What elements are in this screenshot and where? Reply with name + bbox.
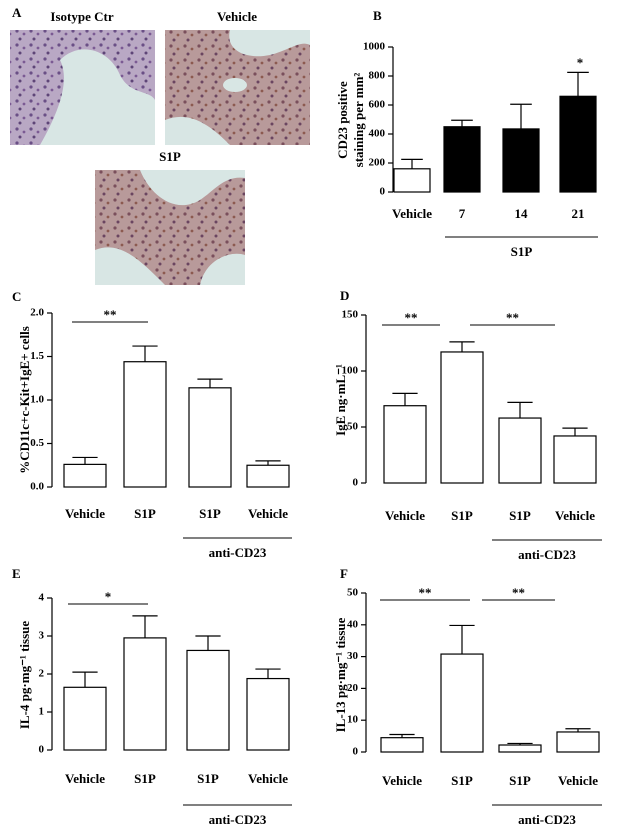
y-tick-label: 600 [369, 99, 386, 111]
panel-label: F [340, 566, 348, 581]
group-label: anti-CD23 [209, 812, 267, 824]
y-tick-label: 20 [347, 682, 359, 694]
y-tick-label: 1000 [363, 41, 386, 53]
x-tick-label: 7 [459, 206, 466, 221]
panel-label: C [12, 289, 21, 304]
x-tick-label: 21 [572, 206, 585, 221]
x-tick-label: Vehicle [248, 506, 288, 521]
y-tick-label: 800 [369, 70, 386, 82]
y-axis-label: CD23 positive [335, 81, 350, 159]
x-tick-label: Vehicle [558, 773, 598, 788]
y-tick-label: 1 [39, 706, 45, 718]
x-tick-label: Vehicle [382, 773, 422, 788]
significance-label: ** [405, 310, 418, 325]
micrograph [165, 30, 310, 145]
bar [246, 677, 290, 751]
y-tick-label: 0 [353, 477, 359, 489]
y-tick-label: 0 [39, 744, 45, 756]
y-tick-label: 2.0 [30, 307, 44, 319]
bar [559, 95, 597, 193]
x-tick-label: 14 [515, 206, 529, 221]
significance-label: ** [419, 585, 432, 600]
panel-label: E [12, 566, 21, 581]
group-label: S1P [511, 244, 533, 259]
significance-label: ** [506, 310, 519, 325]
bar [246, 464, 290, 488]
x-tick-label: S1P [451, 773, 473, 788]
y-axis-label: %CD11c+c-Kit+IgE+ cells [17, 326, 32, 474]
y-tick-label: 200 [369, 157, 386, 169]
bar [63, 463, 107, 488]
bar [440, 351, 484, 484]
bar [63, 686, 107, 751]
y-tick-label: 150 [342, 309, 359, 321]
x-tick-label: S1P [451, 508, 473, 523]
x-tick-label: S1P [134, 506, 156, 521]
y-tick-label: 0 [353, 746, 359, 758]
y-tick-label: 1.0 [30, 394, 44, 406]
y-tick-label: 2 [39, 668, 45, 680]
panel-label: A [12, 5, 22, 20]
y-tick-label: 100 [342, 365, 359, 377]
bar [440, 653, 484, 753]
y-tick-label: 30 [347, 650, 359, 662]
x-tick-label: Vehicle [555, 508, 595, 523]
group-label: anti-CD23 [518, 547, 576, 562]
image-label: Vehicle [217, 9, 257, 24]
bar [123, 361, 167, 488]
x-tick-label: Vehicle [385, 508, 425, 523]
y-tick-label: 10 [347, 714, 359, 726]
y-tick-label: 50 [347, 587, 359, 599]
bar [553, 435, 597, 484]
image-label: S1P [159, 149, 181, 164]
bar [443, 126, 481, 193]
x-tick-label: Vehicle [65, 771, 105, 786]
significance-label: * [577, 55, 584, 70]
y-tick-label: 50 [347, 421, 359, 433]
y-axis-label: IgE ng·mL⁻¹ [333, 364, 348, 436]
y-axis-label: staining per mm² [351, 73, 366, 168]
x-tick-label: Vehicle [392, 206, 432, 221]
x-tick-label: S1P [509, 773, 531, 788]
micrograph [95, 170, 245, 285]
y-tick-label: 1.5 [30, 350, 44, 362]
x-tick-label: S1P [134, 771, 156, 786]
y-tick-label: 40 [347, 618, 359, 630]
bar [498, 744, 542, 753]
x-tick-label: S1P [509, 508, 531, 523]
panel-label: B [373, 8, 382, 23]
bar [186, 649, 230, 751]
y-tick-label: 0.5 [30, 437, 44, 449]
x-tick-label: S1P [199, 506, 221, 521]
group-label: anti-CD23 [518, 812, 576, 824]
group-label: anti-CD23 [209, 545, 267, 560]
significance-label: ** [104, 307, 117, 322]
bar [188, 387, 232, 488]
y-tick-label: 0.0 [30, 481, 44, 493]
significance-label: ** [512, 585, 525, 600]
bar [383, 405, 427, 484]
bar [393, 168, 431, 193]
image-label: Isotype Ctr [50, 9, 113, 24]
x-tick-label: Vehicle [248, 771, 288, 786]
x-tick-label: S1P [197, 771, 219, 786]
bar [502, 128, 540, 193]
significance-label: * [105, 589, 112, 604]
x-tick-label: Vehicle [65, 506, 105, 521]
bar [123, 637, 167, 751]
y-axis-label: IL-4 pg·mg⁻¹ tissue [17, 621, 32, 730]
y-tick-label: 3 [39, 630, 45, 642]
micrograph [10, 30, 155, 145]
bar [498, 417, 542, 484]
y-tick-label: 0 [380, 186, 386, 198]
bar [556, 731, 600, 753]
y-tick-label: 4 [39, 592, 45, 604]
panel-label: D [340, 288, 349, 303]
bar [380, 737, 424, 753]
y-tick-label: 400 [369, 128, 386, 140]
y-axis-label: IL-13 pg·mg⁻¹ tissue [333, 617, 348, 732]
